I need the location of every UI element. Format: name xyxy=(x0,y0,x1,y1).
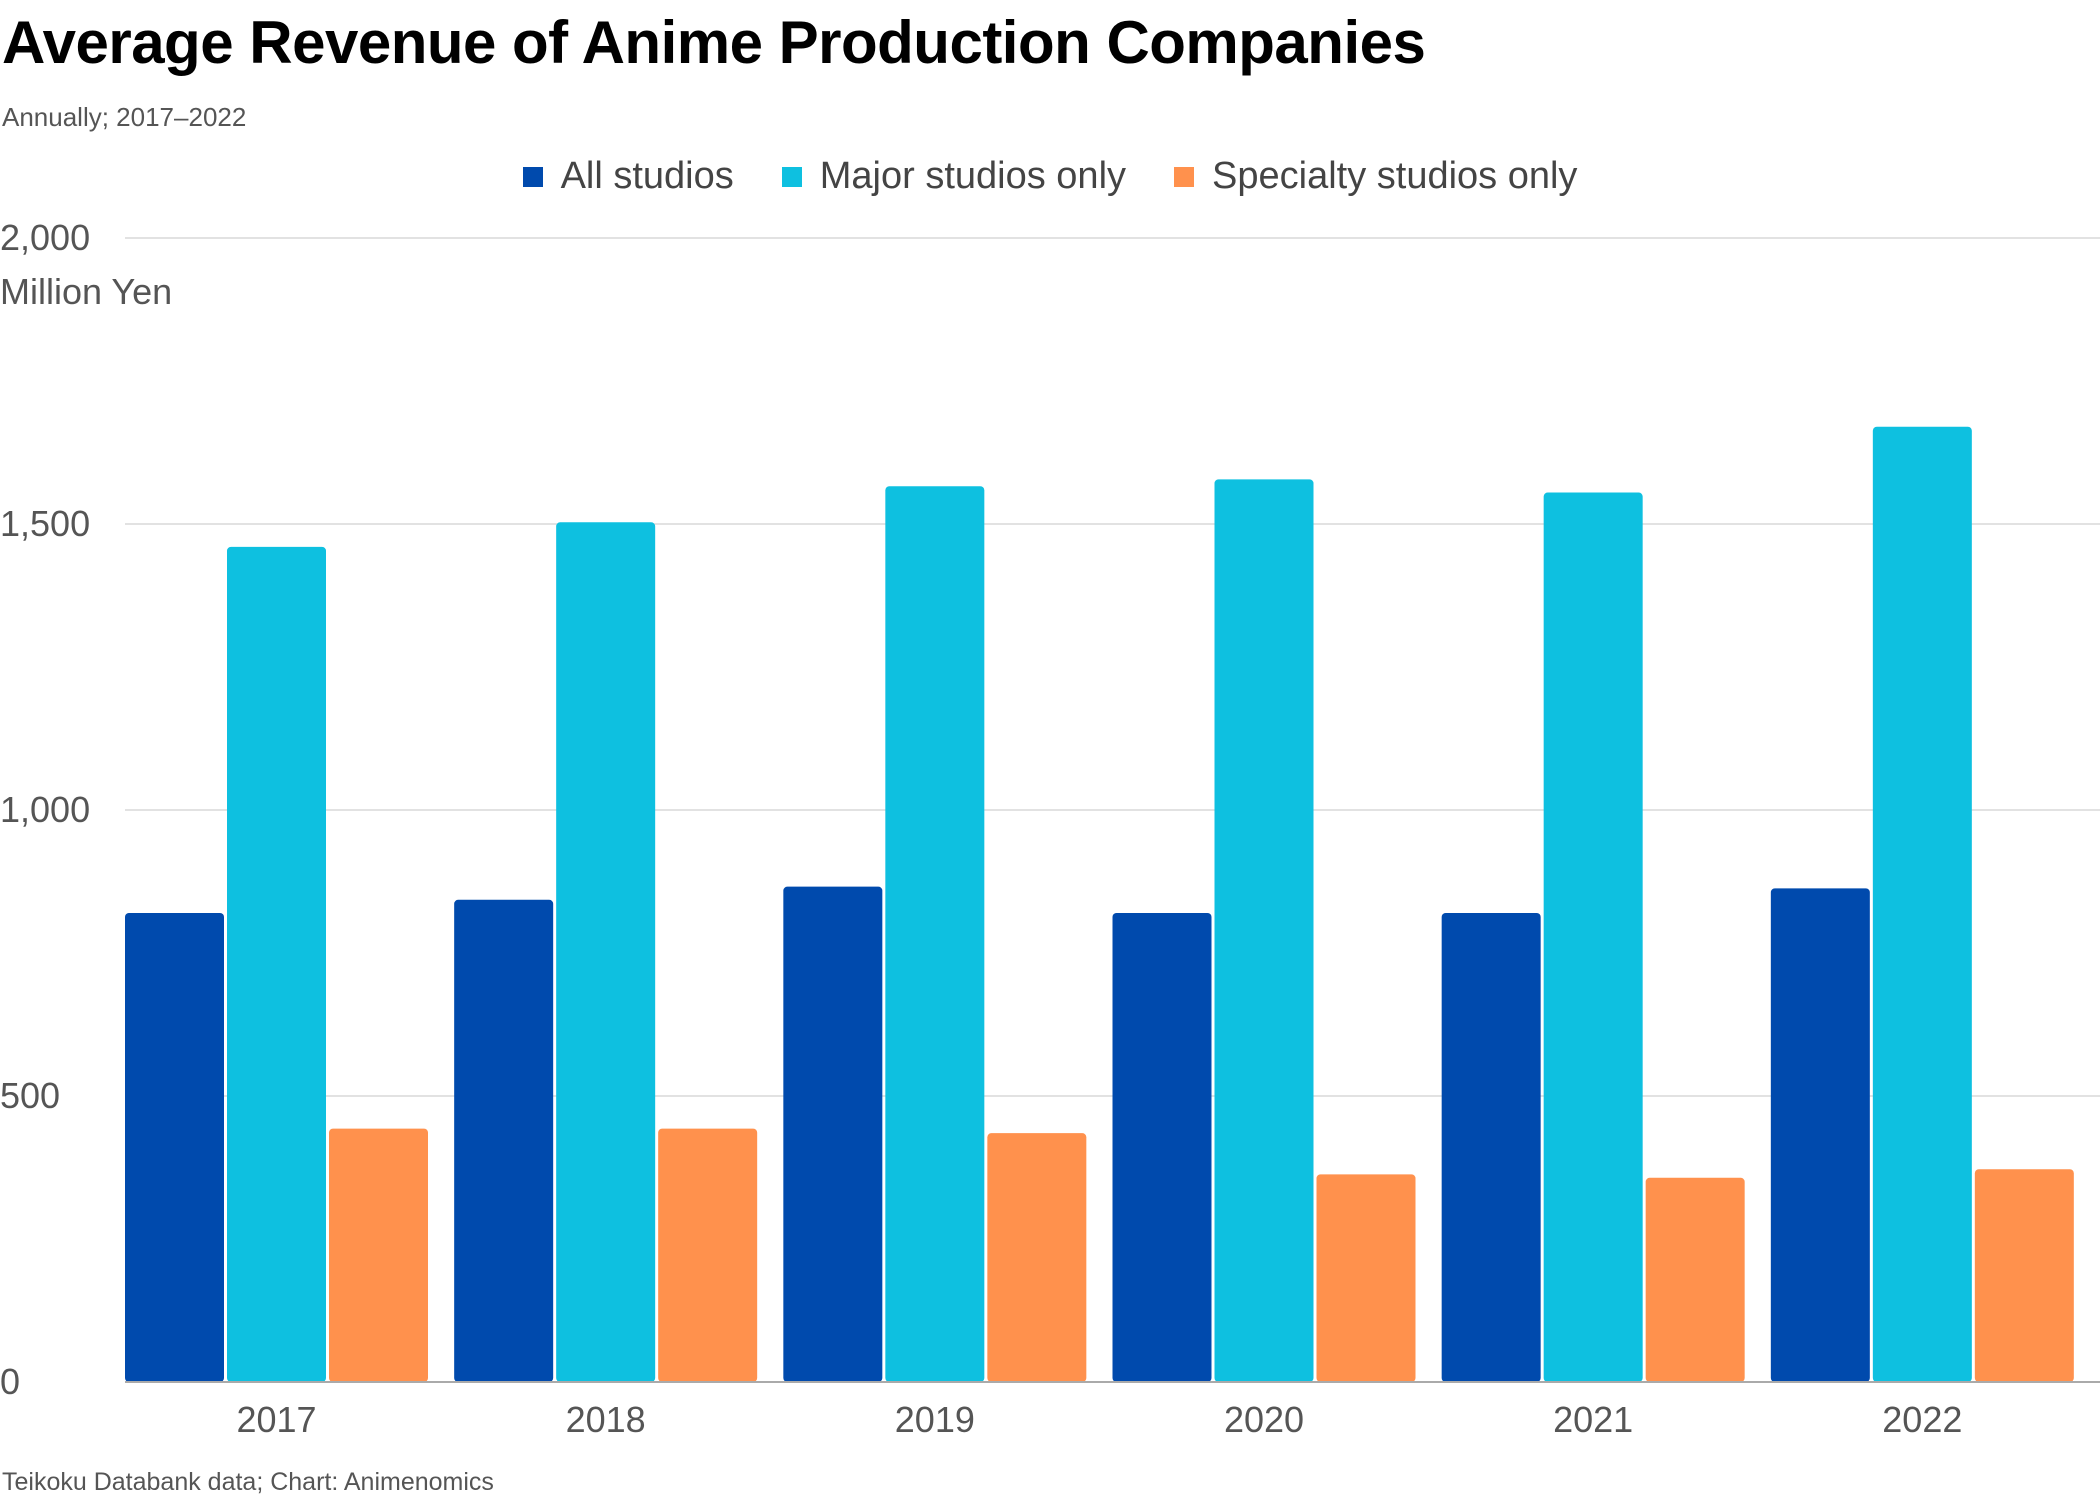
x-tick-label: 2020 xyxy=(1224,1399,1304,1440)
x-tick-label: 2019 xyxy=(895,1399,975,1440)
bar-all-studios-2019 xyxy=(783,886,883,1382)
bar-specialty-studios-2022 xyxy=(1974,1169,2074,1382)
chart-title: Average Revenue of Anime Production Comp… xyxy=(2,9,1426,76)
legend-item-major-studios[interactable]: Major studios only xyxy=(781,155,1127,198)
x-tick-label: 2021 xyxy=(1553,1399,1633,1440)
x-tick-label: 2022 xyxy=(1882,1399,1962,1440)
bar-major-studios-2017 xyxy=(227,546,326,1382)
x-tick-label: 2017 xyxy=(236,1399,316,1440)
chart-subtitle: Annually; 2017–2022 xyxy=(2,102,247,132)
bar-major-studios-2022 xyxy=(1872,426,1972,1382)
legend-item-all-studios[interactable]: All studios xyxy=(522,155,734,198)
y-tick-label: 500 xyxy=(0,1075,60,1116)
bar-specialty-studios-2017 xyxy=(329,1128,428,1382)
source-note: Teikoku Databank data; Chart: Animenomic… xyxy=(2,1468,494,1496)
bar-specialty-studios-2019 xyxy=(987,1133,1087,1382)
bar-major-studios-2020 xyxy=(1214,479,1314,1382)
x-tick-label: 2018 xyxy=(566,1399,646,1440)
legend-label-specialty-studios: Specialty studios only xyxy=(1212,155,1578,197)
legend-label-all-studios: All studios xyxy=(560,155,734,197)
bar-all-studios-2022 xyxy=(1770,888,1870,1382)
legend: All studios Major studios only Specialty… xyxy=(0,155,2100,198)
bar-all-studios-2021 xyxy=(1441,912,1541,1382)
legend-swatch-specialty-studios xyxy=(1174,166,1195,187)
bar-major-studios-2018 xyxy=(556,522,656,1382)
y-tick-label: 2,000 xyxy=(0,217,90,258)
bar-all-studios-2020 xyxy=(1112,912,1212,1382)
legend-swatch-major-studios xyxy=(781,166,802,187)
y-tick-label: 0 xyxy=(0,1361,20,1402)
bar-specialty-studios-2020 xyxy=(1316,1174,1416,1382)
y-tick-label: 1,000 xyxy=(0,789,90,830)
bar-all-studios-2017 xyxy=(125,912,224,1382)
y-tick-label: 1,500 xyxy=(0,503,90,544)
legend-swatch-all-studios xyxy=(522,166,543,187)
bar-major-studios-2019 xyxy=(885,486,985,1382)
bar-all-studios-2018 xyxy=(454,899,554,1382)
bar-specialty-studios-2021 xyxy=(1645,1177,1745,1382)
bar-specialty-studios-2018 xyxy=(658,1128,758,1382)
legend-item-specialty-studios[interactable]: Specialty studios only xyxy=(1174,155,1577,198)
bar-major-studios-2021 xyxy=(1543,492,1643,1382)
legend-label-major-studios: Major studios only xyxy=(819,155,1127,197)
y-axis-label: Million Yen xyxy=(0,271,172,312)
